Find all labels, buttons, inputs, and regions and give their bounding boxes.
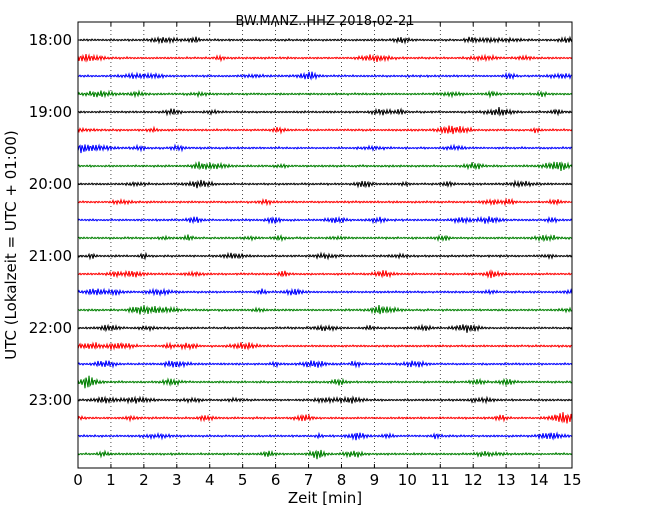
trace-9 xyxy=(77,197,573,207)
x-axis-ticks: 0 1 2 3 4 5 6 7 8 9 10 11 12 13 14 15 xyxy=(73,22,582,489)
x-tick-label: 1 xyxy=(106,471,116,489)
x-axis-label: Zeit [min] xyxy=(288,489,362,507)
trace-15 xyxy=(77,304,573,315)
y-tick-label: 19:00 xyxy=(29,103,72,121)
trace-1 xyxy=(77,53,573,63)
x-tick-label: 0 xyxy=(73,471,83,489)
x-tick-label: 5 xyxy=(238,471,248,489)
trace-16 xyxy=(77,323,573,333)
trace-13 xyxy=(77,269,573,279)
trace-4 xyxy=(77,107,573,117)
trace-3 xyxy=(77,89,573,99)
trace-20 xyxy=(77,395,573,405)
x-tick-label: 4 xyxy=(205,471,215,489)
trace-14 xyxy=(77,287,573,297)
plot-frame xyxy=(77,21,573,469)
y-axis-label: UTC (Lokalzeit = UTC + 01:00) xyxy=(2,130,20,360)
x-tick-label: 15 xyxy=(562,471,581,489)
seismogram-traces xyxy=(77,35,573,460)
trace-11 xyxy=(77,233,573,243)
y-tick-label: 20:00 xyxy=(29,175,72,193)
x-tick-label: 7 xyxy=(304,471,314,489)
trace-6 xyxy=(77,143,573,154)
trace-0 xyxy=(79,35,573,45)
x-tick-label: 10 xyxy=(398,471,417,489)
x-tick-label: 8 xyxy=(337,471,347,489)
x-tick-label: 14 xyxy=(530,471,549,489)
trace-12 xyxy=(77,251,573,261)
y-tick-label: 21:00 xyxy=(29,247,72,265)
trace-8 xyxy=(77,179,573,189)
trace-2 xyxy=(77,71,573,81)
trace-19 xyxy=(77,375,573,389)
y-tick-label: 18:00 xyxy=(29,31,72,49)
x-tick-label: 12 xyxy=(464,471,483,489)
x-tick-label: 9 xyxy=(370,471,380,489)
trace-10 xyxy=(77,215,573,225)
x-tick-label: 11 xyxy=(431,471,450,489)
trace-7 xyxy=(77,161,573,172)
x-tick-label: 2 xyxy=(139,471,149,489)
x-tick-label: 3 xyxy=(172,471,182,489)
x-tick-label: 6 xyxy=(271,471,281,489)
trace-18 xyxy=(77,359,573,369)
trace-22 xyxy=(77,431,573,441)
y-tick-label: 23:00 xyxy=(29,391,72,409)
x-tick-label: 13 xyxy=(497,471,516,489)
trace-5 xyxy=(77,125,573,135)
trace-21 xyxy=(77,412,573,424)
trace-17 xyxy=(77,341,573,351)
y-axis-ticks: 18:00 19:00 20:00 21:00 22:00 23:00 xyxy=(29,31,572,409)
trace-23 xyxy=(77,449,573,460)
y-tick-label: 22:00 xyxy=(29,319,72,337)
